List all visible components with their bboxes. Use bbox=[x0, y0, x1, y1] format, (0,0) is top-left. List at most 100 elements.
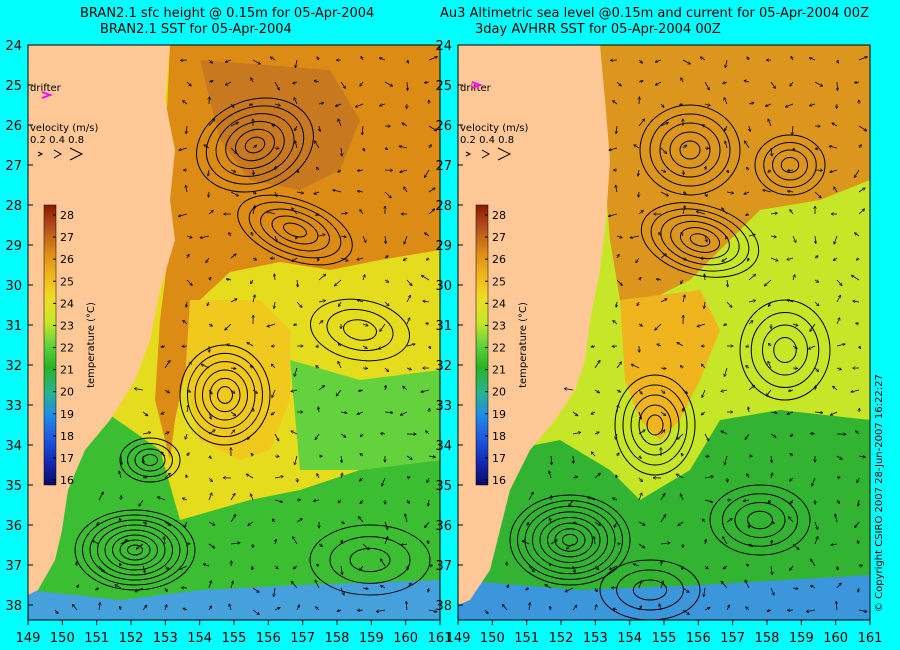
velocity-arrow bbox=[746, 564, 749, 566]
velocity-arrow bbox=[142, 432, 151, 434]
sea-level-contour bbox=[646, 414, 664, 436]
sea-level-contour bbox=[97, 524, 173, 576]
velocity-arrow bbox=[315, 141, 320, 149]
left-x-tick-label: 152 bbox=[119, 631, 144, 646]
left-x-axis: 149 150 151 152 153 154 155 156 157 158 159 160 161 bbox=[16, 620, 452, 646]
velocity-arrow bbox=[271, 364, 276, 369]
velocity-arrow bbox=[275, 166, 276, 171]
velocity-arrow bbox=[201, 364, 210, 369]
velocity-arrow bbox=[428, 57, 437, 61]
copyright-text: © Copyright CSIRO 2007 28-Jun-2007 16:22… bbox=[874, 374, 885, 612]
velocity-arrow bbox=[384, 280, 389, 282]
velocity-arrow bbox=[704, 476, 713, 478]
velocity-arrow bbox=[660, 299, 667, 303]
velocity-arrow bbox=[161, 412, 166, 414]
velocity-arrow bbox=[251, 78, 253, 83]
velocity-arrow bbox=[858, 587, 859, 592]
velocity-arrow bbox=[208, 81, 213, 82]
velocity-arrow bbox=[786, 103, 794, 107]
velocity-arrow bbox=[638, 389, 642, 394]
colorbar-tick-label: 18 bbox=[60, 430, 74, 443]
velocity-arrow bbox=[186, 81, 191, 86]
colorbar-tick-label: 21 bbox=[60, 364, 74, 377]
velocity-arrow bbox=[246, 474, 254, 479]
sea-level-contour bbox=[614, 374, 696, 476]
sea-level-contour bbox=[202, 369, 248, 421]
velocity-arrow bbox=[359, 390, 364, 391]
velocity-arrow bbox=[682, 587, 689, 592]
velocity-arrow bbox=[134, 388, 144, 390]
velocity-arrow bbox=[275, 235, 277, 242]
velocity-arrow bbox=[704, 608, 710, 611]
velocity-arrow bbox=[616, 81, 621, 86]
velocity-arrow bbox=[836, 368, 841, 370]
velocity-arrow bbox=[272, 389, 276, 397]
velocity-arrow bbox=[726, 519, 732, 523]
velocity-arrow bbox=[636, 257, 640, 263]
velocity-arrow bbox=[427, 477, 429, 482]
sea-level-contour bbox=[248, 201, 342, 259]
velocity-arrow bbox=[572, 605, 577, 611]
velocity-arrow bbox=[400, 169, 408, 172]
velocity-arrow bbox=[745, 433, 750, 440]
velocity-arrow bbox=[550, 540, 557, 545]
velocity-arrow bbox=[182, 346, 188, 347]
right-x-tick-label: 157 bbox=[720, 631, 745, 646]
velocity-arrow bbox=[859, 145, 861, 149]
velocity-arrow bbox=[638, 543, 645, 548]
velocity-arrow bbox=[680, 104, 684, 105]
velocity-arrow bbox=[616, 185, 617, 193]
velocity-arrow bbox=[770, 257, 778, 261]
right-colorbar-ticks: 28 27 26 25 24 23 22 21 20 19 18 17 16 bbox=[485, 209, 506, 487]
velocity-arrow bbox=[251, 279, 253, 284]
velocity-arrow bbox=[859, 346, 861, 349]
velocity-arrow bbox=[274, 565, 278, 569]
velocity-arrow bbox=[340, 412, 347, 413]
velocity-arrow bbox=[832, 123, 838, 127]
sea-level-contour bbox=[517, 500, 623, 580]
right-title-line2: 3day AVHRR SST for 05-Apr-2004 00Z bbox=[475, 22, 721, 37]
velocity-arrow bbox=[723, 82, 728, 83]
velocity-arrow bbox=[771, 147, 772, 156]
velocity-arrow bbox=[858, 188, 865, 193]
velocity-arrow bbox=[809, 345, 816, 349]
colorbar-tick-label: 24 bbox=[60, 297, 74, 310]
velocity-arrow bbox=[229, 233, 231, 237]
velocity-arrow bbox=[748, 103, 754, 104]
velocity-arrow bbox=[208, 210, 213, 215]
velocity-arrow bbox=[315, 433, 320, 440]
velocity-arrow bbox=[98, 492, 103, 501]
velocity-arrow bbox=[253, 169, 254, 175]
velocity-arrow bbox=[564, 388, 574, 390]
velocity-arrow bbox=[811, 586, 816, 589]
sea-level-contour bbox=[532, 511, 608, 569]
velocity-arrow bbox=[362, 324, 368, 326]
velocity-arrow bbox=[790, 210, 794, 215]
velocity-arrow bbox=[318, 274, 326, 281]
velocity-arrow bbox=[657, 344, 662, 346]
velocity-arrow bbox=[399, 146, 408, 149]
colorbar-tick-label: 27 bbox=[60, 231, 74, 244]
right-y-tick-label: 26 bbox=[435, 119, 452, 134]
sea-level-contour bbox=[134, 448, 166, 472]
velocity-arrow bbox=[247, 342, 254, 347]
left-y-tick-label: 31 bbox=[5, 319, 22, 334]
velocity-arrow bbox=[293, 565, 298, 569]
velocity-arrow bbox=[115, 585, 122, 589]
velocity-arrow bbox=[683, 295, 685, 303]
velocity-arrow bbox=[402, 123, 408, 127]
left-x-tick-label: 160 bbox=[393, 631, 418, 646]
velocity-arrow bbox=[660, 494, 665, 501]
sea-level-contour bbox=[329, 536, 411, 584]
velocity-arrow bbox=[428, 565, 432, 566]
velocity-arrow bbox=[768, 344, 771, 346]
velocity-arrow bbox=[385, 235, 386, 243]
right-velocity-arrows bbox=[484, 57, 867, 615]
velocity-arrow bbox=[252, 565, 253, 570]
velocity-arrow bbox=[613, 608, 618, 610]
velocity-arrow bbox=[340, 522, 344, 524]
right-x-tick-label: 159 bbox=[789, 631, 814, 646]
velocity-arrow bbox=[857, 541, 859, 545]
sea-level-contour bbox=[649, 113, 731, 187]
sea-level-contour bbox=[349, 547, 391, 573]
